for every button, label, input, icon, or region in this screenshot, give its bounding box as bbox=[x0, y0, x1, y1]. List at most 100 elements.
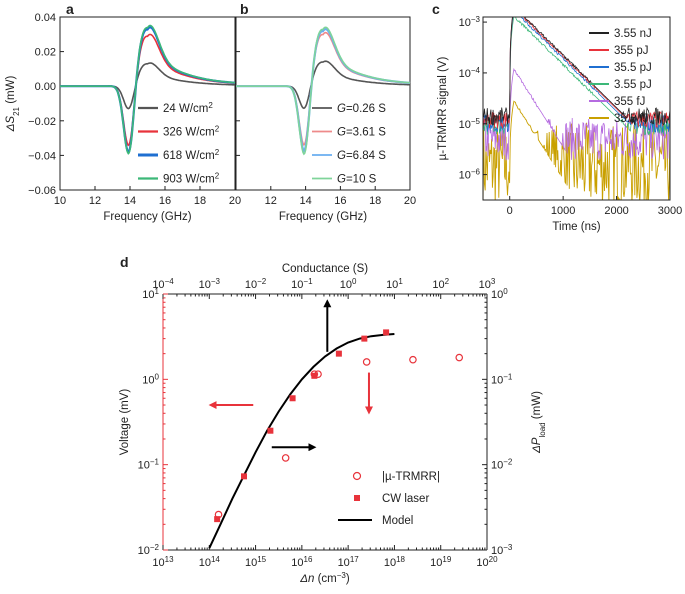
panel-d-top-xtick-label: 10−3 bbox=[199, 277, 221, 292]
panel-d-xtick-label: 1019 bbox=[430, 555, 452, 570]
panel-c-frame bbox=[482, 16, 671, 201]
panel-a-ytick-label: 0.00 bbox=[35, 81, 56, 93]
panel-d-cw-laser-marker bbox=[311, 372, 318, 379]
panel-a-xlabel: Frequency (GHz) bbox=[103, 211, 191, 223]
panel-d-xtick-label: 1013 bbox=[152, 555, 174, 570]
panel-c-series-line bbox=[483, 67, 670, 161]
panel-d-ytick-label: 100 bbox=[142, 372, 159, 387]
panel-d-cw-laser-marker bbox=[335, 350, 342, 357]
panel-d-trmrr-marker bbox=[281, 454, 290, 462]
panel-d-xtick-label: 1018 bbox=[384, 555, 406, 570]
panel-b-legend-label: G=10 S bbox=[337, 174, 377, 186]
panel-a-xtick-label: 10 bbox=[54, 195, 66, 207]
panel-c-series-line bbox=[483, 100, 670, 200]
panel-c-ytick-label: 10−5 bbox=[459, 116, 481, 131]
panel-d-xtick-label: 1017 bbox=[338, 555, 360, 570]
panel-d-letter: d bbox=[120, 254, 129, 270]
panel-d-xtick-label: 1015 bbox=[245, 555, 267, 570]
panel-a-legend-label: 24 W/cm2 bbox=[163, 101, 213, 116]
panel-d-trmrr-marker bbox=[362, 358, 371, 366]
panel-b-legend-label: G=0.26 S bbox=[337, 103, 386, 115]
panel-d-trmrr-marker bbox=[310, 370, 319, 378]
panel-c-plot-area bbox=[483, 17, 670, 200]
panel-d-cw-laser-marker bbox=[241, 473, 247, 480]
panel-d-cw-laser-marker bbox=[289, 395, 296, 402]
panel-c-series-line bbox=[483, 17, 670, 126]
panel-a-ytick-label: −0.04 bbox=[28, 150, 56, 162]
panel-b-series-line bbox=[236, 60, 410, 110]
panel-d-right-ytick-label: 10−3 bbox=[491, 543, 513, 558]
panel-d-legend-label: Model bbox=[382, 515, 413, 527]
panel-d-trmrr-marker bbox=[409, 355, 417, 364]
panel-a-ylabel: ΔS21 (mW) bbox=[5, 76, 21, 133]
panel-d-xtick-label: 1020 bbox=[476, 555, 498, 570]
panel-d-top-xtick-label: 10−4 bbox=[152, 277, 174, 292]
panel-d-right-ytick-label: 10−1 bbox=[491, 372, 513, 387]
panel-d-ytick-label: 10−1 bbox=[138, 457, 160, 472]
panel-b-frame bbox=[235, 16, 411, 191]
panel-b-xtick-label: 14 bbox=[299, 195, 311, 207]
panel-d-cw-laser-marker bbox=[214, 516, 221, 523]
panel-d-right-ylabel: ΔPload (mW) bbox=[531, 391, 547, 454]
panel-a-series-line bbox=[60, 24, 236, 155]
panel-c-series-line bbox=[483, 17, 670, 136]
panel-c-letter: c bbox=[432, 1, 440, 17]
panel-a-xtick-label: 14 bbox=[124, 195, 136, 207]
panel-d-xlabel: Δn (cm−3) bbox=[299, 571, 350, 586]
panel-c-xtick-label: 2000 bbox=[604, 205, 628, 217]
panel-d-top-xtick-label: 10−2 bbox=[245, 277, 267, 292]
panel-d-legend-label: CW laser bbox=[382, 493, 429, 505]
panel-a-xtick-label: 16 bbox=[159, 195, 171, 207]
panel-a-ytick-label: 0.04 bbox=[35, 12, 56, 24]
panel-c-legend-label: 3.55 pJ bbox=[614, 79, 652, 91]
panel-d-legend-label: |µ-TRMRR| bbox=[382, 471, 440, 483]
panel-a-ytick-label: 0.02 bbox=[35, 47, 56, 59]
panel-d-trmrr-marker bbox=[214, 510, 223, 519]
panel-b-xtick-label: 12 bbox=[265, 195, 277, 207]
panel-c-legend-label: 35.5 pJ bbox=[614, 62, 652, 74]
panel-c-xtick-label: 1000 bbox=[551, 205, 575, 217]
panel-d-top-xtick-label: 103 bbox=[479, 277, 496, 292]
panel-b-letter: b bbox=[240, 1, 249, 17]
panel-c-series-line bbox=[483, 17, 670, 129]
panel-c-xtick-label: 3000 bbox=[658, 205, 682, 217]
panel-d-xtick-label: 1014 bbox=[199, 555, 221, 570]
panel-c-ytick-label: 10−6 bbox=[459, 167, 481, 182]
panel-b-xtick-label: 18 bbox=[369, 195, 381, 207]
panel-d-top-xlabel: Conductance (S) bbox=[282, 263, 368, 275]
panel-d-xtick-label: 1016 bbox=[291, 555, 313, 570]
panel-d-ytick-label: 101 bbox=[142, 287, 159, 302]
panel-b-xlabel: Frequency (GHz) bbox=[279, 211, 367, 223]
panel-a-legend-label: 903 W/cm2 bbox=[163, 171, 220, 186]
panel-d-top-xtick-label: 102 bbox=[432, 277, 449, 292]
panel-c-ytick-label: 10−3 bbox=[459, 15, 481, 30]
panel-a-xtick-label: 20 bbox=[229, 195, 241, 207]
panel-d-trmrr-marker bbox=[455, 353, 464, 362]
panel-a-ytick-label: −0.06 bbox=[28, 185, 56, 197]
panel-c-xtick-label: 0 bbox=[507, 205, 513, 217]
panel-d-cw-laser-marker bbox=[267, 427, 274, 434]
panel-a-legend-label: 618 W/cm2 bbox=[163, 148, 220, 163]
panel-a-xtick-label: 18 bbox=[194, 195, 206, 207]
panel-d-cw-laser-marker bbox=[383, 329, 390, 336]
panel-d-trmrr-marker bbox=[314, 370, 322, 378]
panel-b-xtick-label: 20 bbox=[404, 195, 416, 207]
panel-a-legend-label: 326 W/cm2 bbox=[163, 124, 220, 139]
panel-c-legend-label: 355 pJ bbox=[614, 45, 649, 57]
panel-b-xtick-label: 16 bbox=[334, 195, 346, 207]
panel-d-ytick-label: 10−2 bbox=[138, 543, 160, 558]
panel-c-legend-label: 35.5 fJ bbox=[614, 113, 649, 125]
panel-d-right-ytick-label: 100 bbox=[491, 287, 508, 302]
panel-c-ytick-label: 10−4 bbox=[459, 65, 481, 80]
panel-d-model-line bbox=[208, 333, 395, 549]
panel-b-series-line bbox=[236, 26, 411, 156]
panel-b-legend-label: G=3.61 S bbox=[337, 127, 386, 139]
panel-d-ylabel: Voltage (mV) bbox=[119, 389, 131, 456]
panel-a-frame bbox=[59, 16, 236, 191]
panel-c-xlabel: Time (ns) bbox=[552, 221, 600, 233]
panel-d-right-ytick-label: 10−2 bbox=[491, 457, 513, 472]
panel-a-letter: a bbox=[66, 1, 74, 17]
panel-d-top-xtick-label: 10−1 bbox=[291, 277, 313, 292]
